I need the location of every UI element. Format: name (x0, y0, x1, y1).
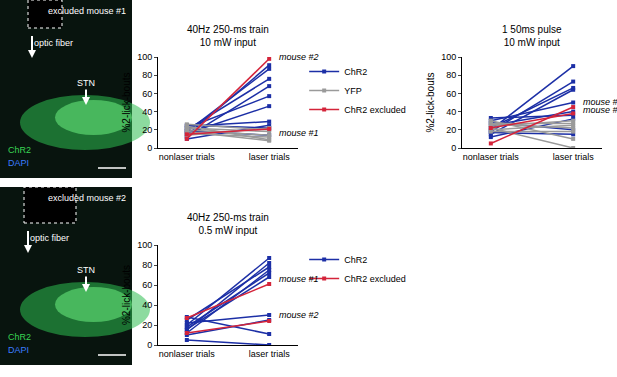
svg-text:excluded mouse #2: excluded mouse #2 (48, 193, 126, 203)
svg-text:ChR2: ChR2 (8, 145, 31, 155)
svg-text:%2-lick-bouts: %2-lick-bouts (121, 72, 132, 132)
svg-text:YFP: YFP (344, 86, 362, 96)
svg-text:nonlaser trials: nonlaser trials (159, 152, 216, 162)
svg-text:ChR2: ChR2 (344, 67, 367, 77)
svg-text:DAPI: DAPI (8, 345, 29, 355)
svg-text:80: 80 (142, 260, 152, 270)
svg-text:100: 100 (441, 52, 456, 62)
svg-text:mouse #1: mouse #1 (279, 128, 319, 138)
svg-text:1 50ms pulse10 mW input: 1 50ms pulse10 mW input (502, 24, 562, 48)
svg-text:laser trials: laser trials (249, 152, 291, 162)
svg-text:mouse #2: mouse #2 (279, 310, 319, 320)
svg-text:60: 60 (142, 89, 152, 99)
svg-text:ChR2: ChR2 (344, 255, 367, 265)
svg-text:40: 40 (142, 300, 152, 310)
svg-text:mouse #1: mouse #1 (583, 97, 617, 107)
svg-text:optic fiber: optic fiber (30, 233, 69, 243)
svg-text:0: 0 (451, 143, 456, 153)
svg-text:optic fiber: optic fiber (34, 38, 73, 48)
svg-text:nonlaser trials: nonlaser trials (463, 152, 520, 162)
svg-text:20: 20 (142, 320, 152, 330)
svg-text:mouse #2: mouse #2 (279, 52, 319, 62)
svg-text:DAPI: DAPI (8, 158, 29, 168)
svg-text:40: 40 (446, 107, 456, 117)
svg-text:0: 0 (147, 340, 152, 350)
svg-text:0: 0 (147, 143, 152, 153)
svg-text:%2-lick-bouts: %2-lick-bouts (425, 72, 436, 132)
svg-text:mouse #2: mouse #2 (583, 105, 617, 115)
svg-text:100: 100 (137, 52, 152, 62)
svg-text:ChR2: ChR2 (8, 332, 31, 342)
svg-text:STN: STN (77, 265, 95, 275)
svg-text:laser trials: laser trials (249, 349, 291, 359)
svg-text:60: 60 (446, 89, 456, 99)
svg-text:60: 60 (142, 280, 152, 290)
svg-text:40Hz 250-ms train10 mW input: 40Hz 250-ms train10 mW input (187, 24, 269, 48)
svg-text:80: 80 (142, 70, 152, 80)
svg-text:nonlaser trials: nonlaser trials (159, 349, 216, 359)
svg-text:20: 20 (446, 125, 456, 135)
svg-text:20: 20 (142, 125, 152, 135)
svg-text:ChR2 excluded: ChR2 excluded (344, 105, 406, 115)
svg-text:40: 40 (142, 107, 152, 117)
svg-text:excluded mouse #1: excluded mouse #1 (48, 6, 126, 16)
svg-text:80: 80 (446, 70, 456, 80)
svg-text:40Hz 250-ms train0.5 mW input: 40Hz 250-ms train0.5 mW input (187, 212, 269, 236)
svg-text:%2-lick-bouts: %2-lick-bouts (121, 265, 132, 325)
svg-text:STN: STN (77, 78, 95, 88)
svg-text:100: 100 (137, 240, 152, 250)
svg-text:laser trials: laser trials (553, 152, 595, 162)
svg-text:ChR2 excluded: ChR2 excluded (344, 274, 406, 284)
svg-text:mouse #1: mouse #1 (279, 274, 319, 284)
